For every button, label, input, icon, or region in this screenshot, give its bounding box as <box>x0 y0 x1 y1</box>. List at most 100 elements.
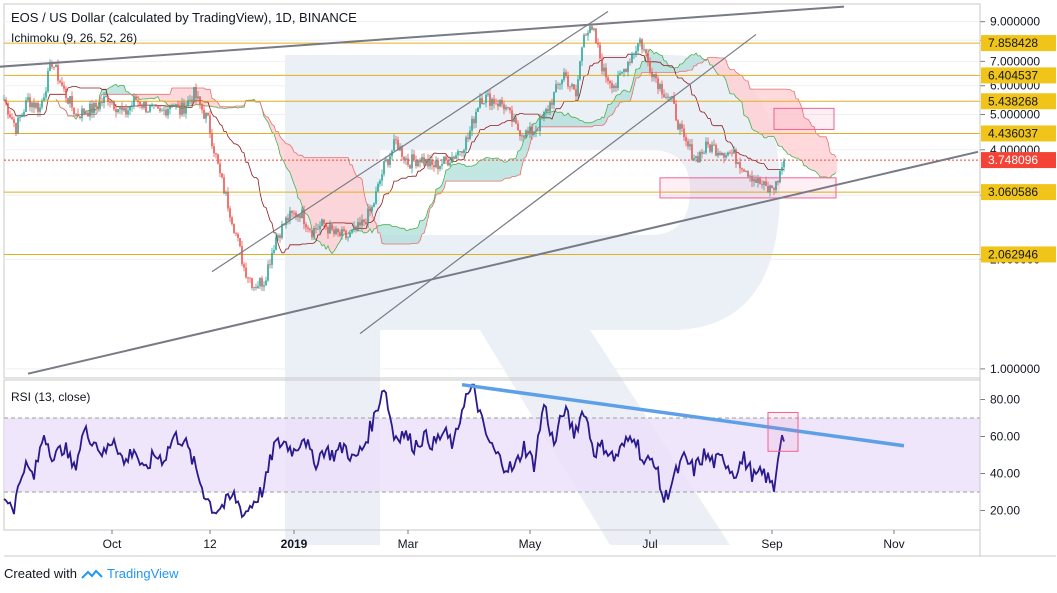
candle-body <box>405 158 407 160</box>
cloud-segment <box>297 155 300 199</box>
cloud-segment <box>317 157 320 241</box>
cloud-segment <box>437 188 440 194</box>
candle-body <box>523 135 525 138</box>
chart-title: EOS / US Dollar (calculated by TradingVi… <box>11 10 357 25</box>
candle-body <box>151 105 153 107</box>
cloud-segment <box>485 157 488 182</box>
cloud-segment <box>781 89 784 147</box>
candle-body <box>717 152 719 156</box>
candle-body <box>129 107 131 111</box>
cloud-segment <box>419 220 422 241</box>
cloud-segment <box>825 136 828 177</box>
time-axis[interactable]: Oct 12 2019 Mar May Jul Sep Nov <box>4 529 1056 557</box>
cloud-segment <box>343 157 346 234</box>
candle-body <box>735 149 737 164</box>
cloud-segment <box>209 89 212 107</box>
cloud-segment <box>303 157 306 212</box>
highlight-box <box>659 177 837 199</box>
cloud-segment <box>607 104 610 118</box>
candle-body <box>375 191 377 204</box>
candle-body <box>541 118 543 120</box>
cloud-segment <box>149 94 152 99</box>
rsi-pane[interactable]: RSI (13, close) <box>3 379 981 531</box>
cloud-segment <box>541 116 544 127</box>
candle-body <box>39 107 41 112</box>
cloud-segment <box>75 115 78 120</box>
cloud-segment <box>533 123 536 135</box>
cloud-segment <box>131 94 134 96</box>
candle-body <box>767 186 769 193</box>
cloud-segment <box>301 155 304 206</box>
rsi-axis[interactable]: 80.00 60.00 40.00 20.00 <box>980 393 1020 518</box>
tradingview-logo-icon[interactable] <box>81 568 103 580</box>
candle-body <box>389 156 391 165</box>
senkou-span-b <box>55 57 837 245</box>
candle-body <box>731 152 733 154</box>
candle-body <box>225 192 227 194</box>
candle-body <box>549 102 551 111</box>
cloud-segment <box>203 87 206 106</box>
trendlines <box>0 5 979 375</box>
level-label: 7.858428 <box>988 36 1038 50</box>
candle-body <box>709 144 711 152</box>
candle-body <box>769 185 771 193</box>
candle-body <box>615 85 617 88</box>
candle-body <box>715 144 717 156</box>
cloud-segment <box>613 100 616 113</box>
cloud-segment <box>281 139 284 160</box>
candle-body <box>525 130 527 138</box>
trendline-lower-channel <box>27 150 979 375</box>
candle-body <box>31 102 33 108</box>
candle-body <box>101 101 103 104</box>
cloud-segment <box>293 152 296 184</box>
candle-body <box>201 104 203 110</box>
cloud-segment <box>145 94 148 99</box>
candle-body <box>231 217 233 224</box>
candle-body <box>627 61 629 72</box>
candle-body <box>471 118 473 131</box>
candle-body <box>483 102 485 104</box>
price-tick-label: 1.000000 <box>990 362 1040 376</box>
candle-body <box>121 107 123 111</box>
cloud-segment <box>73 115 76 117</box>
candle-body <box>135 97 137 101</box>
cloud-segment <box>789 89 792 155</box>
cloud-segment <box>411 229 414 244</box>
cloud-segment <box>731 69 734 95</box>
candle-body <box>747 171 749 177</box>
candle-body <box>655 74 657 79</box>
candle-body <box>363 219 365 223</box>
candle-body <box>307 227 309 229</box>
price-pane[interactable]: EOS / US Dollar (calculated by TradingVi… <box>0 3 981 379</box>
candle-body <box>147 111 149 113</box>
cloud-segment <box>787 89 790 155</box>
candle-body <box>113 101 115 110</box>
candle-body <box>755 179 757 183</box>
candle-body <box>159 108 161 112</box>
candle-body <box>347 237 349 239</box>
candle-body <box>699 152 701 163</box>
price-axis[interactable]: 9.0000008.0000007.0000006.0000005.000000… <box>980 15 1056 376</box>
cloud-segment <box>815 133 818 172</box>
candle-body <box>561 79 563 85</box>
tradingview-link[interactable]: TradingView <box>106 566 179 581</box>
cloud-segment <box>471 166 474 182</box>
cloud-segment <box>359 177 362 231</box>
candle-body <box>269 264 271 266</box>
candle-body <box>753 179 755 182</box>
candle-body <box>503 104 505 110</box>
candle-body <box>607 77 609 81</box>
candle-body <box>669 97 671 98</box>
candle-body <box>387 159 389 165</box>
candle-body <box>359 222 361 226</box>
candle-body <box>505 107 507 110</box>
cloud-segment <box>211 98 214 107</box>
candle-body <box>499 100 501 107</box>
cloud-segment <box>505 162 508 179</box>
price-tick-label: 9.000000 <box>990 15 1040 29</box>
cloud-segment <box>835 157 838 173</box>
candle-body <box>53 66 55 68</box>
cloud-segment <box>161 94 164 101</box>
candle-body <box>181 102 183 115</box>
candle-body <box>455 155 457 159</box>
